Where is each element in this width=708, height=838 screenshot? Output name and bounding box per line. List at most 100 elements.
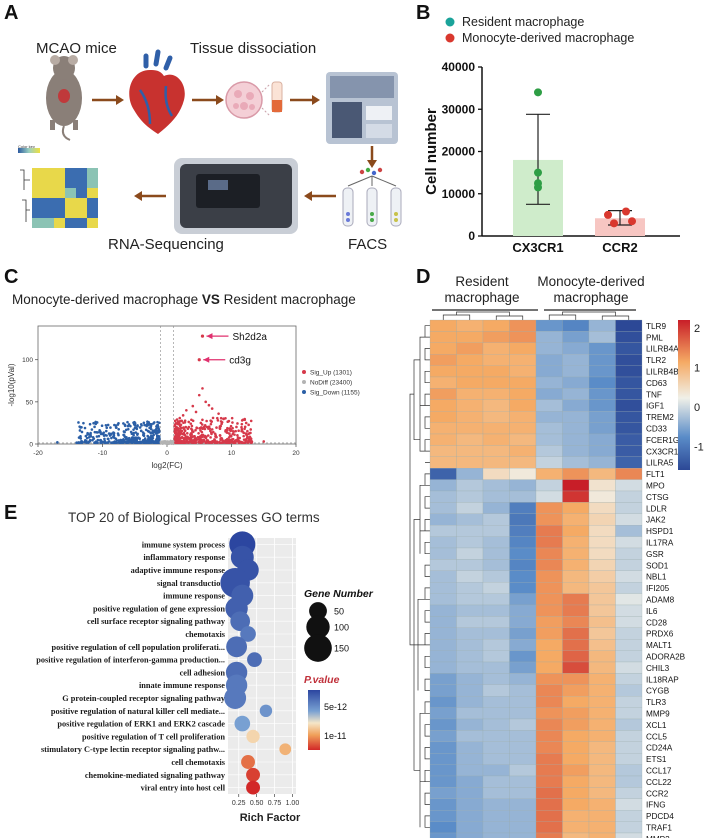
go-term-label: cell surface receptor signaling pathway: [87, 617, 226, 626]
volcano-point-down: [144, 424, 148, 427]
heatmap-cell: [509, 513, 537, 526]
heatmap-cell: [615, 445, 643, 457]
mini-heatmap-cell: [43, 208, 54, 218]
heatmap-cell: [615, 775, 643, 788]
heatmap-cell: [588, 479, 616, 492]
heatmap-cell: [615, 411, 643, 423]
heatmap-cell: [535, 684, 563, 697]
mini-heatmap-cell: [65, 178, 76, 188]
heatmap-cell: [562, 775, 590, 788]
heatmap-cell: [509, 787, 537, 799]
gene-label: LILRB4A: [646, 345, 679, 354]
volcano-title-right: Resident macrophage: [223, 292, 356, 307]
go-term-label: adaptive immune response: [131, 566, 226, 575]
volcano-point-down: [136, 424, 139, 427]
volcano-point-up: [235, 425, 238, 429]
heatmap-cell: [482, 456, 510, 469]
arrow-down-icon: [367, 146, 377, 168]
heatmap-cell: [482, 490, 510, 503]
heatmap-cell: [482, 798, 510, 811]
volcano-point-up: [178, 416, 182, 420]
heatmap-cell: [562, 502, 590, 514]
heatmap-cell: [509, 525, 537, 537]
heatmap-cell: [615, 388, 643, 400]
volcano-point-up: [210, 428, 214, 431]
volcano-point-up: [250, 439, 253, 443]
heatmap-cell: [456, 445, 484, 457]
volcano-point-up: [217, 412, 220, 415]
volcano-point-down: [139, 429, 143, 433]
go-term-label: immune system process: [142, 540, 226, 549]
volcano-point-up: [181, 441, 184, 445]
heatmap-cell: [588, 764, 616, 777]
heatmap-cell: [482, 319, 510, 332]
volcano-point-up: [216, 419, 220, 422]
gene-label: GSR: [646, 550, 664, 559]
heatmap-cell: [509, 730, 537, 742]
group-label-monocyte: Monocyte-derived: [537, 274, 644, 289]
sequencer-icon: [174, 158, 298, 234]
heatmap-cell: [429, 365, 457, 378]
label-mcao-mice: MCAO mice: [36, 40, 117, 57]
mini-heatmap-cell: [87, 198, 98, 208]
go-bubble: [226, 636, 248, 658]
heatmap-cell: [562, 445, 590, 457]
volcano-point-up: [210, 432, 213, 436]
heatmap-cell: [456, 399, 484, 412]
heatmap-cell: [535, 753, 563, 765]
mini-heatmap-cell: [32, 168, 43, 178]
volcano-point-down: [132, 421, 135, 424]
gene-label: PRDX6: [646, 630, 674, 639]
mini-heatmap-cell: [65, 198, 76, 208]
heatmap-cell: [456, 354, 484, 366]
gene-label: CD63: [646, 379, 667, 388]
volcano-point-down: [112, 431, 116, 435]
heatmap-cell: [429, 787, 457, 799]
heatmap-cell: [456, 411, 484, 423]
volcano-point-up: [247, 423, 250, 427]
volcano-point-up: [180, 435, 184, 439]
heatmap-cell: [509, 684, 537, 697]
heatmap-cell: [562, 821, 590, 834]
heatmap-cell: [509, 593, 537, 606]
heatmap-cell: [535, 810, 563, 822]
heatmap-cell: [615, 399, 643, 412]
volcano-point-up: [242, 441, 246, 445]
volcano-point-nodiff: [166, 440, 169, 443]
go-term-label: stimulatory C-type lectin receptor signa…: [41, 745, 225, 754]
volcano-point-down: [133, 426, 137, 430]
heatmap-cell: [562, 696, 590, 708]
heatmap-cell: [482, 707, 510, 720]
volcano-point-up: [184, 437, 188, 441]
volcano-point-down: [113, 423, 116, 427]
gene-label: MALT1: [646, 641, 672, 650]
legend-label: Monocyte-derived macrophage: [462, 31, 634, 45]
volcano-point-up: [182, 421, 185, 425]
heatmap-cell: [615, 684, 643, 697]
heatmap-cell: [482, 810, 510, 822]
volcano-point-down: [105, 434, 108, 437]
go-term-label: chemotaxis: [185, 630, 225, 639]
gene-label: FCER1G: [646, 436, 679, 445]
heatmap-cell: [562, 764, 590, 777]
volcano-point-up: [249, 428, 253, 431]
x-tick-label: 0.50: [250, 800, 264, 807]
volcano-point-down: [114, 441, 118, 444]
heatmap-cell: [588, 456, 616, 469]
heatmap-cell: [456, 639, 484, 651]
heatmap-cell: [535, 411, 563, 423]
heatmap-cell: [588, 821, 616, 834]
heatmap-cell: [562, 661, 590, 674]
heatmap-cell: [482, 354, 510, 366]
group-label-monocyte: macrophage: [553, 290, 628, 305]
volcano-point-down: [147, 420, 151, 424]
heatmap-cell: [615, 342, 643, 355]
volcano-point-down: [99, 438, 103, 442]
volcano-point-up: [191, 430, 195, 434]
volcano-point-up: [230, 438, 234, 441]
heatmap-cell: [562, 741, 590, 754]
volcano-title: Monocyte-derived macrophage VS Resident …: [12, 292, 356, 307]
heatmap-cell: [429, 775, 457, 788]
volcano-point-down: [130, 436, 134, 440]
volcano-point-up: [262, 440, 266, 443]
